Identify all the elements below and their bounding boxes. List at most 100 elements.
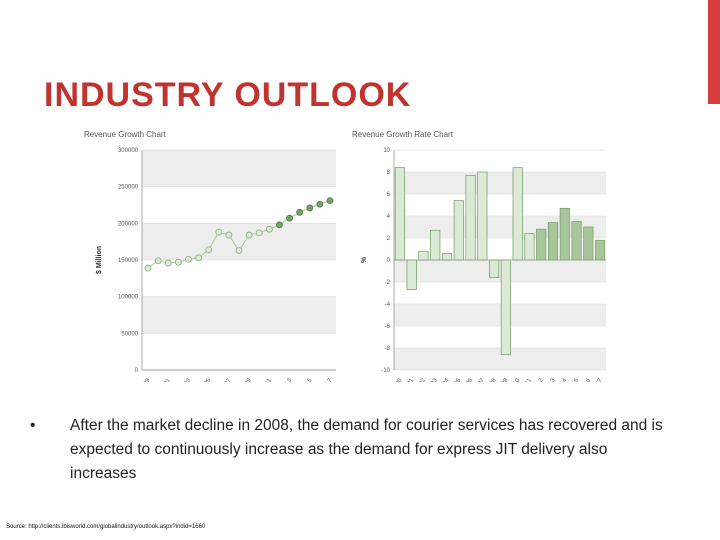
revenue-data-point — [296, 208, 304, 216]
rate-bar — [536, 228, 547, 261]
rate-grid-band — [394, 304, 606, 326]
revenue-grid-band — [142, 223, 336, 260]
rate-bar — [453, 200, 464, 261]
rate-x-tick-label: 2002 — [415, 377, 428, 382]
rate-x-tick-label: 2003 — [426, 377, 439, 382]
revenue-y-tick-label: 50000 — [121, 331, 138, 337]
page-title: INDUSTRY OUTLOOK — [44, 76, 412, 114]
rate-chart-title: Revenue Growth Rate Chart — [352, 130, 454, 139]
revenue-data-point — [276, 221, 283, 229]
revenue-y-tick-label: 100000 — [118, 295, 139, 301]
revenue-grid-band — [142, 296, 336, 334]
rate-grid-band — [394, 260, 606, 282]
rate-x-tick-label: 2000 — [391, 377, 404, 382]
revenue-data-point — [286, 214, 293, 222]
revenue-data-point — [255, 229, 263, 237]
revenue-data-point — [205, 246, 213, 254]
rate-y-tick-label: 2 — [387, 236, 391, 242]
rate-bar — [524, 233, 535, 261]
rate-x-tick-label: 2009 — [497, 377, 510, 382]
source-note: Source: http://clients.ibisworld.com/glo… — [6, 524, 206, 530]
rate-x-tick-label: 2006 — [462, 377, 475, 382]
revenue-y-tick-label: 200000 — [118, 221, 139, 227]
revenue-data-point — [174, 258, 182, 266]
bullet-text: After the market decline in 2008, the de… — [70, 417, 663, 482]
rate-bar — [595, 239, 606, 261]
revenue-x-tick-label: 2007 — [220, 377, 233, 382]
revenue-grid-band — [142, 150, 336, 187]
rate-bar — [418, 250, 429, 261]
rate-y-tick-label: 8 — [387, 170, 391, 176]
revenue-data-point — [154, 257, 162, 265]
revenue-data-point — [306, 204, 314, 212]
bullet-marker: • — [30, 417, 36, 434]
revenue-growth-rate-chart: Revenue Growth Rate Chart 10 8 6 4 2 0 -2 -4 -6 -8… — [344, 126, 610, 382]
revenue-data-point — [195, 254, 202, 262]
rate-x-tick-label: 2007 — [473, 377, 486, 382]
rate-bar — [394, 167, 405, 261]
revenue-data-point — [225, 231, 233, 239]
revenue-data-point — [185, 255, 192, 263]
rate-x-tick-label: 2008 — [485, 377, 498, 382]
revenue-data-point — [316, 200, 324, 208]
revenue-x-tick-label: 2009 — [240, 377, 253, 382]
rate-bar — [406, 259, 417, 291]
rate-x-tick-label: 2016 — [579, 377, 592, 382]
rate-x-tick-label: 2015 — [568, 377, 581, 382]
rate-x-tick-label: 2011 — [521, 377, 534, 382]
rate-bar — [559, 207, 570, 261]
revenue-data-point — [245, 231, 253, 239]
rate-bar — [547, 222, 559, 261]
revenue-x-tick-label: 1999 — [139, 377, 152, 382]
revenue-data-point — [144, 264, 152, 272]
rate-y-tick-label: 10 — [383, 148, 390, 154]
accent-bar — [708, 0, 720, 104]
rate-y-tick-label: -8 — [385, 346, 391, 352]
rate-bar — [477, 171, 488, 261]
rate-y-tick-label: -6 — [385, 324, 391, 330]
revenue-x-tick-label: 2015 — [301, 377, 314, 382]
revenue-x-tick-label: 2001 — [159, 377, 172, 382]
revenue-y-tick-label: 0 — [135, 368, 139, 374]
rate-bar — [500, 259, 511, 355]
revenue-chart-title: Revenue Growth Chart — [84, 130, 167, 139]
rate-x-tick-label: 2004 — [438, 377, 451, 382]
rate-y-axis-label: % — [361, 256, 368, 263]
rate-y-tick-label: -2 — [385, 280, 391, 286]
revenue-data-point — [265, 225, 273, 233]
rate-y-tick-label: -10 — [381, 368, 390, 374]
rate-y-tick-label: 4 — [387, 214, 391, 220]
rate-y-tick-label: -4 — [385, 302, 391, 308]
revenue-y-tick-label: 150000 — [118, 258, 139, 264]
revenue-x-tick-label: 2013 — [281, 377, 294, 382]
rate-bar — [430, 229, 441, 261]
bullet-point: • After the market decline in 2008, the … — [30, 414, 670, 486]
rate-x-tick-label: 2010 — [509, 377, 522, 382]
revenue-growth-chart-svg: Revenue Growth Chart 0 50000 100000 150000 20… — [84, 130, 336, 382]
revenue-x-tick-label: 2003 — [180, 377, 193, 382]
rate-x-tick-label: 2014 — [556, 377, 569, 382]
rate-x-tick-label: 2017 — [591, 377, 604, 382]
revenue-x-tick-label: 2017 — [321, 377, 334, 382]
revenue-data-point — [326, 197, 334, 204]
revenue-data-point — [215, 228, 223, 236]
revenue-y-axis-label: $ Million — [96, 246, 103, 274]
rate-grid-band — [394, 172, 606, 194]
revenue-growth-rate-chart-svg: Revenue Growth Rate Chart 10 8 6 4 2 0 -2 -4 -6 -8… — [352, 130, 606, 382]
rate-bar — [512, 167, 523, 261]
rate-grid-band — [394, 348, 606, 370]
revenue-x-tick-label: 2005 — [200, 377, 213, 382]
revenue-y-tick-label: 250000 — [118, 185, 139, 191]
revenue-data-point — [164, 259, 172, 267]
revenue-y-tick-label: 300000 — [118, 148, 139, 154]
rate-x-tick-label: 2005 — [450, 377, 463, 382]
revenue-x-tick-label: 2011 — [261, 377, 274, 382]
rate-y-tick-label: 6 — [387, 192, 391, 198]
rate-bar — [465, 174, 476, 261]
revenue-data-point — [235, 247, 243, 254]
rate-bar — [489, 259, 500, 278]
rate-bar — [441, 253, 453, 261]
rate-x-tick-label: 2012 — [532, 377, 545, 382]
rate-bar — [571, 221, 582, 261]
rate-x-tick-label: 2013 — [544, 377, 557, 382]
